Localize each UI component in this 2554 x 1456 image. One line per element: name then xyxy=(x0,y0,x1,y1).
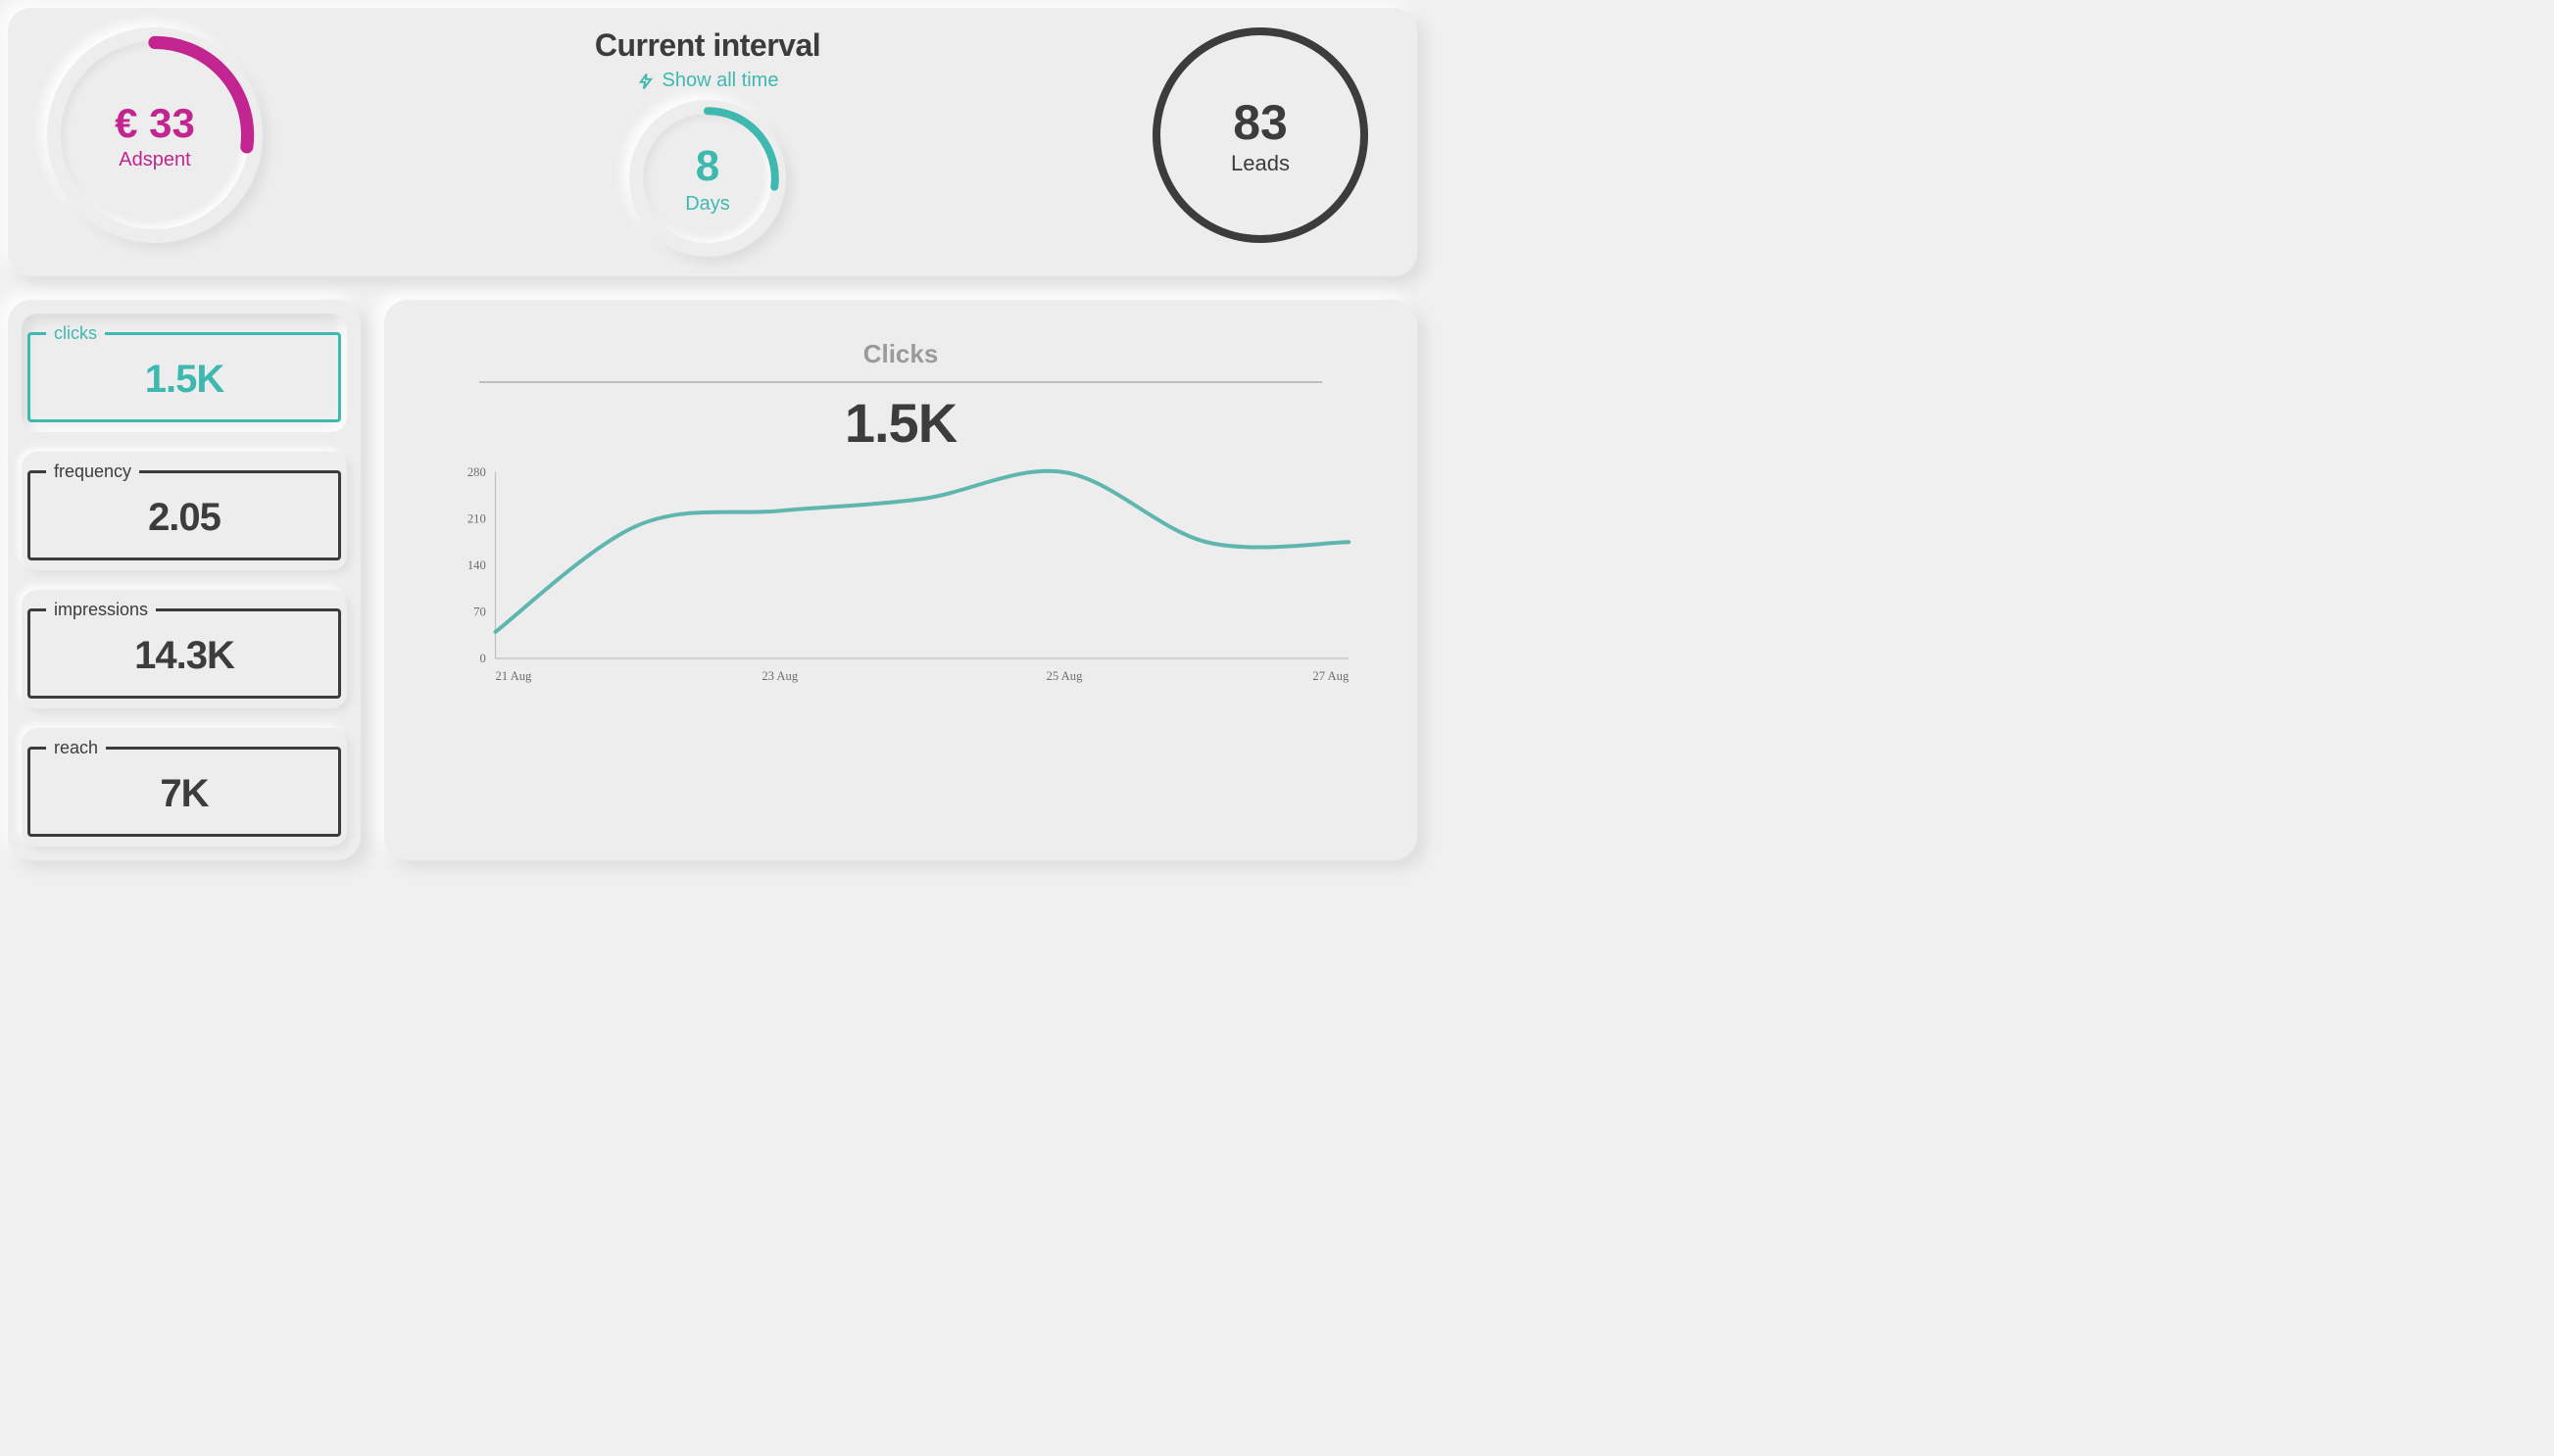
svg-text:210: 210 xyxy=(467,511,486,525)
chart-divider xyxy=(479,381,1321,383)
metric-label-clicks: clicks xyxy=(46,323,105,344)
chart-title: Clicks xyxy=(863,339,939,369)
svg-text:140: 140 xyxy=(467,558,486,572)
adspent-value: € 33 xyxy=(115,100,195,147)
svg-text:27 Aug: 27 Aug xyxy=(1312,669,1349,683)
metric-card-reach[interactable]: reach 7K xyxy=(22,728,347,847)
metric-card-clicks[interactable]: clicks 1.5K xyxy=(22,314,347,432)
show-all-time-link[interactable]: Show all time xyxy=(637,70,779,92)
svg-text:23 Aug: 23 Aug xyxy=(761,669,798,683)
metric-card-impressions[interactable]: impressions 14.3K xyxy=(22,590,347,708)
metric-label-frequency: frequency xyxy=(46,461,139,482)
svg-text:0: 0 xyxy=(479,652,485,665)
metric-label-reach: reach xyxy=(46,738,106,758)
interval-widget: Current interval Show all time 8 Days xyxy=(263,27,1153,257)
chart-panel: Clicks 1.5K 0 70 140 210 280 21 Aug 23 Aug 25 A… xyxy=(384,300,1417,860)
show-all-time-label: Show all time xyxy=(663,70,779,92)
svg-text:25 Aug: 25 Aug xyxy=(1047,669,1083,683)
leads-widget: 83 Leads xyxy=(1153,27,1368,243)
svg-text:280: 280 xyxy=(467,465,486,479)
leads-label: Leads xyxy=(1231,151,1290,176)
leads-ring: 83 Leads xyxy=(1153,27,1368,243)
adspent-widget: € 33 Adspent xyxy=(47,27,263,243)
chart-big-value: 1.5K xyxy=(845,391,957,455)
metric-card-frequency[interactable]: frequency 2.05 xyxy=(22,452,347,570)
metric-value-reach: 7K xyxy=(40,772,328,816)
line-chart: 0 70 140 210 280 21 Aug 23 Aug 25 Aug 27 Aug xyxy=(443,462,1358,688)
metric-value-clicks: 1.5K xyxy=(40,358,328,402)
leads-value: 83 xyxy=(1233,94,1288,151)
metric-value-impressions: 14.3K xyxy=(40,634,328,678)
interval-title: Current interval xyxy=(595,27,820,64)
metric-selector-panel: clicks 1.5K frequency 2.05 impressions 14.3K r… xyxy=(8,300,361,860)
bolt-icon xyxy=(637,73,655,90)
days-value: 8 xyxy=(696,142,719,191)
summary-panel: € 33 Adspent Current interval Show all t… xyxy=(8,8,1417,276)
adspent-label: Adspent xyxy=(119,149,190,171)
metric-label-impressions: impressions xyxy=(46,600,156,620)
svg-text:21 Aug: 21 Aug xyxy=(496,669,532,683)
svg-text:70: 70 xyxy=(473,605,486,618)
metric-value-frequency: 2.05 xyxy=(40,496,328,540)
days-label: Days xyxy=(685,193,730,216)
